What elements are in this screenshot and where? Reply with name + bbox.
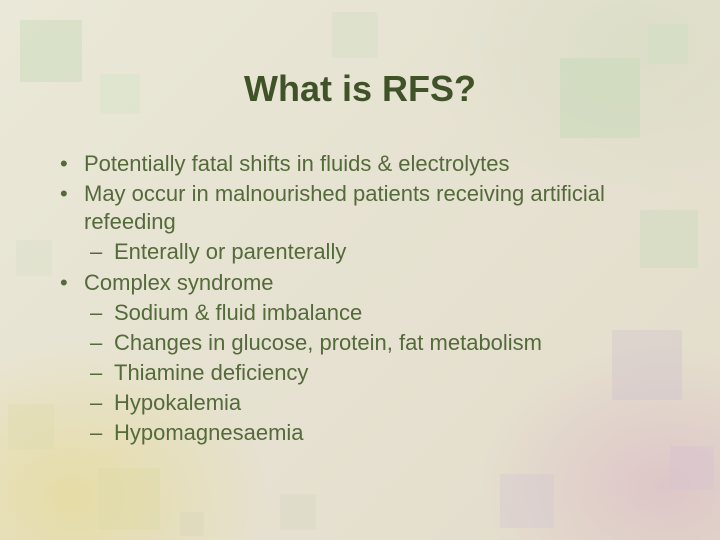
sub-bullet-list: Sodium & fluid imbalance Changes in gluc…: [84, 299, 680, 448]
sub-bullet-text: Hypomagnesaemia: [114, 420, 304, 445]
slide-title: What is RFS?: [0, 68, 720, 110]
bullet-item: May occur in malnourished patients recei…: [58, 180, 680, 266]
sub-bullet-list: Enterally or parenterally: [84, 238, 680, 266]
decorative-square: [98, 468, 160, 530]
slide: What is RFS? Potentially fatal shifts in…: [0, 0, 720, 540]
bullet-text: Potentially fatal shifts in fluids & ele…: [84, 151, 510, 176]
bullet-list: Potentially fatal shifts in fluids & ele…: [58, 150, 680, 448]
sub-bullet-text: Sodium & fluid imbalance: [114, 300, 362, 325]
decorative-square: [8, 404, 54, 450]
decorative-square: [280, 494, 316, 530]
slide-body: Potentially fatal shifts in fluids & ele…: [58, 150, 680, 450]
decorative-square: [670, 446, 714, 490]
sub-bullet-text: Thiamine deficiency: [114, 360, 308, 385]
sub-bullet-text: Changes in glucose, protein, fat metabol…: [114, 330, 542, 355]
sub-bullet-item: Thiamine deficiency: [84, 359, 680, 387]
bullet-text: May occur in malnourished patients recei…: [84, 181, 605, 234]
bullet-item: Potentially fatal shifts in fluids & ele…: [58, 150, 680, 178]
sub-bullet-item: Enterally or parenterally: [84, 238, 680, 266]
sub-bullet-item: Hypomagnesaemia: [84, 419, 680, 447]
bullet-item: Complex syndrome Sodium & fluid imbalanc…: [58, 269, 680, 448]
sub-bullet-item: Hypokalemia: [84, 389, 680, 417]
decorative-square: [332, 12, 378, 58]
decorative-square: [648, 24, 688, 64]
decorative-square: [16, 240, 52, 276]
decorative-square: [500, 474, 554, 528]
sub-bullet-item: Changes in glucose, protein, fat metabol…: [84, 329, 680, 357]
sub-bullet-text: Hypokalemia: [114, 390, 241, 415]
sub-bullet-item: Sodium & fluid imbalance: [84, 299, 680, 327]
sub-bullet-text: Enterally or parenterally: [114, 239, 346, 264]
bullet-text: Complex syndrome: [84, 270, 274, 295]
decorative-square: [180, 512, 204, 536]
